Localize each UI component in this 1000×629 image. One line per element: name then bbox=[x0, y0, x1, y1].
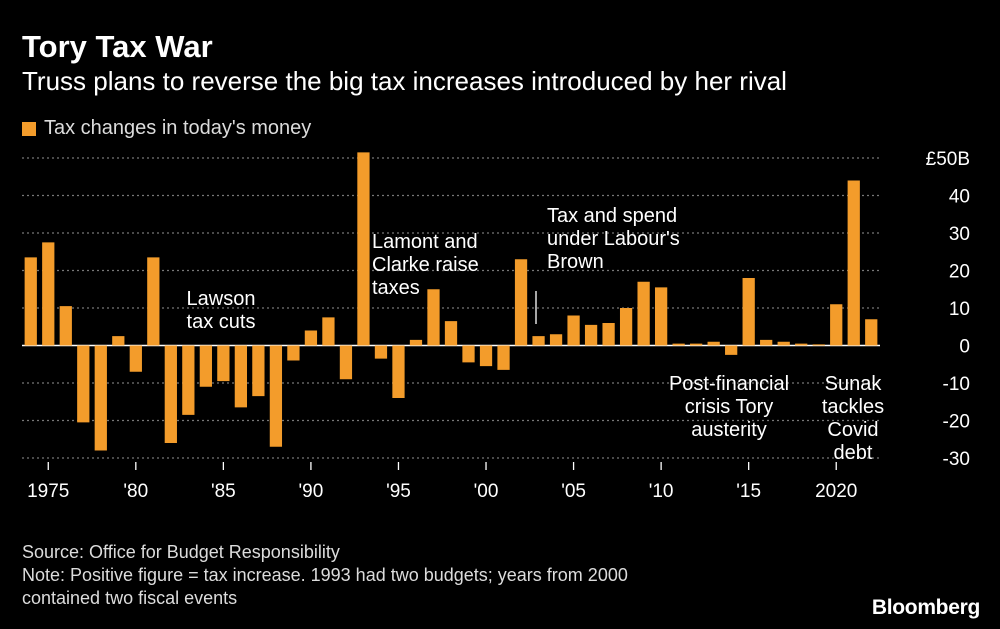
y-axis-ticks: £50B 40 30 20 10 0 -10 -20 -30 bbox=[926, 149, 970, 470]
bar-1988 bbox=[269, 345, 283, 447]
footnote-line-1: Note: Positive figure = tax increase. 19… bbox=[22, 565, 628, 585]
y-tick-label: 20 bbox=[949, 262, 970, 283]
legend: Tax changes in today's money bbox=[22, 117, 311, 140]
chart-subtitle: Truss plans to reverse the big tax incre… bbox=[22, 66, 787, 96]
y-tick-label: -30 bbox=[943, 449, 970, 470]
bar-2003 bbox=[532, 336, 545, 346]
bar-1992 bbox=[339, 345, 353, 380]
bar-1990 bbox=[304, 330, 318, 346]
bar-1995 bbox=[392, 345, 405, 398]
bar-2009 bbox=[637, 281, 650, 346]
bar-1981 bbox=[147, 257, 160, 346]
bar-2001 bbox=[497, 345, 510, 370]
annotation-1: Lawson tax cuts bbox=[187, 288, 256, 333]
bar-2007 bbox=[602, 323, 615, 346]
bloomberg-logo: Bloomberg bbox=[871, 596, 980, 619]
bar-2017 bbox=[777, 341, 790, 346]
x-axis-ticks: 1975 '80 '85 '90 '95 '00 '05 '10 '15 2020 bbox=[27, 462, 857, 502]
bar-1991 bbox=[322, 317, 335, 346]
bar-1979 bbox=[112, 336, 125, 346]
x-tick-label: '15 bbox=[736, 481, 761, 502]
source-note: Source: Office for Budget Responsibility bbox=[22, 542, 340, 562]
bar-1986 bbox=[234, 345, 248, 408]
bar-2022 bbox=[865, 319, 878, 346]
y-tick-label: 10 bbox=[949, 299, 970, 320]
bar-2005 bbox=[567, 315, 580, 346]
bar-1987 bbox=[252, 345, 265, 397]
x-tick-label: '85 bbox=[211, 481, 236, 502]
legend-swatch bbox=[22, 121, 36, 136]
bar-2006 bbox=[584, 324, 598, 346]
bar-1989 bbox=[287, 345, 300, 361]
annotation-4: Post-financial crisis Tory austerity bbox=[669, 373, 789, 441]
x-tick-label: '10 bbox=[649, 481, 674, 502]
y-tick-label: 40 bbox=[949, 187, 970, 208]
bar-2011 bbox=[672, 343, 685, 346]
bar-2004 bbox=[549, 334, 563, 346]
annotations: Lawson tax cuts Lamont and Clarke raise taxe… bbox=[187, 205, 885, 464]
bar-1994 bbox=[374, 345, 388, 359]
bar-1982 bbox=[164, 345, 177, 443]
annotation-2: Lamont and Clarke raise taxes bbox=[372, 231, 479, 299]
footer: Source: Office for Budget Responsibility… bbox=[22, 541, 628, 610]
bar-1985 bbox=[217, 345, 230, 382]
y-tick-label: 30 bbox=[949, 224, 970, 245]
bar-1997 bbox=[427, 289, 440, 346]
bar-1975 bbox=[42, 242, 55, 346]
y-tick-label: -10 bbox=[943, 374, 970, 395]
legend-label: Tax changes in today's money bbox=[44, 117, 312, 139]
bar-1984 bbox=[199, 345, 212, 387]
bar-2015 bbox=[742, 278, 755, 346]
bar-1974 bbox=[24, 257, 37, 346]
bar-1999 bbox=[462, 345, 475, 363]
bar-2002 bbox=[514, 259, 528, 346]
bar-2021 bbox=[847, 180, 860, 346]
bar-2013 bbox=[707, 341, 720, 346]
x-tick-label: '05 bbox=[561, 481, 586, 502]
x-tick-label: '80 bbox=[123, 481, 148, 502]
bar-1983 bbox=[182, 345, 195, 415]
bar-1993 bbox=[357, 152, 370, 346]
annotation-3: Tax and spend under Labour's Brown bbox=[547, 205, 680, 273]
footnote-line-2: contained two fiscal events bbox=[22, 588, 238, 608]
bar-2016 bbox=[760, 339, 773, 346]
x-tick-label: 1975 bbox=[27, 481, 69, 502]
annotation-5: Sunak tackles Covid debt bbox=[822, 373, 884, 464]
chart-title: Tory Tax War bbox=[22, 29, 213, 64]
bar-1998 bbox=[444, 321, 458, 346]
bar-2012 bbox=[690, 343, 703, 346]
bar-2014 bbox=[725, 345, 738, 355]
x-tick-label: '90 bbox=[299, 481, 324, 502]
bars bbox=[24, 152, 878, 451]
bar-2018 bbox=[795, 343, 808, 346]
x-tick-label: '00 bbox=[474, 481, 499, 502]
bar-1996 bbox=[409, 339, 423, 346]
x-tick-label: '95 bbox=[386, 481, 411, 502]
y-tick-label: 0 bbox=[959, 337, 970, 358]
bar-2020 bbox=[830, 304, 843, 346]
bar-2010 bbox=[654, 287, 668, 346]
y-tick-label: -20 bbox=[943, 412, 970, 433]
y-tick-label: £50B bbox=[926, 149, 970, 170]
bar-1977 bbox=[77, 345, 90, 423]
bar-1978 bbox=[94, 345, 107, 451]
bar-1980 bbox=[129, 345, 142, 372]
x-tick-label: 2020 bbox=[815, 481, 857, 502]
bar-1976 bbox=[59, 306, 72, 346]
bar-2000 bbox=[479, 345, 493, 367]
bar-2008 bbox=[619, 308, 633, 346]
bar-2019 bbox=[812, 344, 825, 346]
